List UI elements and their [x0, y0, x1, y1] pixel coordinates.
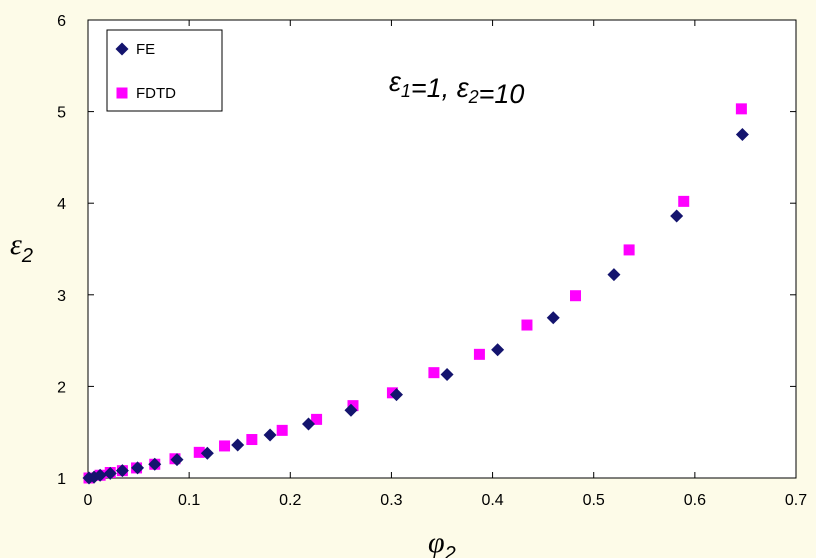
fdtd-point — [246, 434, 258, 446]
y-tick-label: 3 — [57, 288, 66, 305]
x-tick-label: 0.2 — [279, 492, 301, 509]
fe-point — [546, 311, 560, 325]
fe-point — [263, 428, 277, 442]
fe-point — [103, 466, 117, 480]
axis-ticks: 0 0.1 0.2 0.3 0.4 0.5 0.6 0.7 1 2 3 4 5 6 — [57, 13, 807, 509]
fe-point — [148, 457, 162, 471]
legend-marker-fdtd — [116, 87, 128, 99]
fdtd-point — [193, 446, 205, 458]
y-axis-label: ε2 — [10, 228, 33, 267]
fe-point — [200, 446, 214, 460]
fe-point — [491, 343, 505, 357]
fdtd-point — [428, 367, 440, 379]
fe-point — [735, 128, 749, 141]
fe-point — [607, 268, 621, 282]
x-tick-label: 0.6 — [684, 492, 706, 509]
x-tick-label: 0.3 — [380, 492, 402, 509]
fdtd-point — [219, 440, 231, 452]
fdtd-point — [570, 290, 582, 302]
y-tick-label: 5 — [57, 105, 66, 122]
legend: FE FDTD — [106, 29, 223, 112]
x-tick-label: 0 — [84, 492, 93, 509]
fe-point — [115, 464, 129, 478]
legend-label-fdtd: FDTD — [136, 85, 176, 102]
x-axis-label: φ2 — [428, 526, 456, 558]
y-tick-label: 1 — [57, 471, 66, 488]
legend-label-fe: FE — [136, 41, 155, 58]
y-tick-label: 6 — [57, 13, 66, 30]
fdtd-point — [473, 348, 485, 360]
fe-point — [131, 461, 145, 475]
x-tick-label: 0.1 — [178, 492, 200, 509]
x-tick-label: 0.4 — [481, 492, 503, 509]
fdtd-point — [276, 424, 288, 436]
x-tick-label: 0.5 — [583, 492, 605, 509]
data-marks — [82, 103, 749, 485]
fe-point — [93, 468, 107, 482]
legend-marker-fe — [115, 42, 129, 56]
fe-point — [389, 388, 403, 402]
fdtd-point — [623, 244, 635, 256]
y-tick-label: 4 — [57, 196, 66, 213]
fe-point — [344, 403, 358, 417]
fe-point — [670, 209, 684, 223]
fdtd-point — [735, 103, 747, 115]
y-tick-label: 2 — [57, 379, 66, 396]
fe-point — [440, 367, 454, 381]
fdtd-point — [311, 413, 323, 425]
fe-point — [301, 417, 315, 431]
x-tick-label: 0.7 — [785, 492, 807, 509]
chart-annotation: ε1=1, ε2=10 — [389, 67, 524, 109]
fdtd-point — [347, 400, 359, 412]
fdtd-point — [678, 195, 690, 207]
fe-point — [231, 438, 245, 452]
fdtd-point — [521, 319, 533, 331]
fe-point — [170, 453, 184, 467]
